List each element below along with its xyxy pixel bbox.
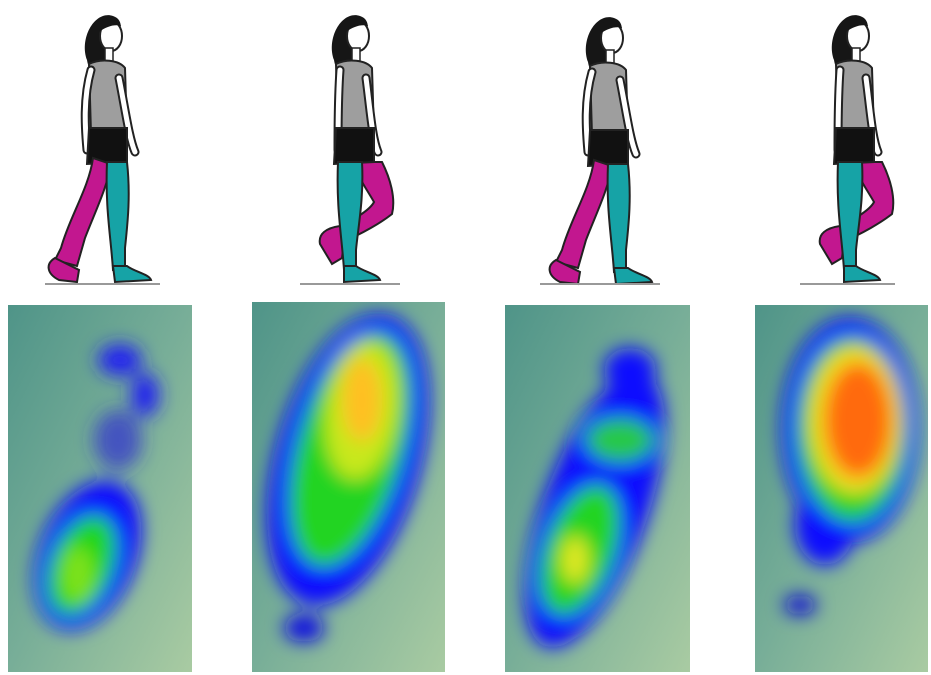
pressure-heatmaps xyxy=(8,296,928,672)
page: (() => { const data = JSON.parse(documen… xyxy=(0,0,931,675)
figure xyxy=(320,15,394,282)
heatmap xyxy=(8,305,192,672)
figure xyxy=(550,17,652,284)
figure xyxy=(49,15,151,282)
walking-figures xyxy=(45,15,895,284)
heatmap xyxy=(755,305,928,672)
figure xyxy=(820,15,894,282)
heatmap xyxy=(237,296,458,672)
heatmap xyxy=(497,305,694,672)
gait-illustration xyxy=(0,0,931,675)
